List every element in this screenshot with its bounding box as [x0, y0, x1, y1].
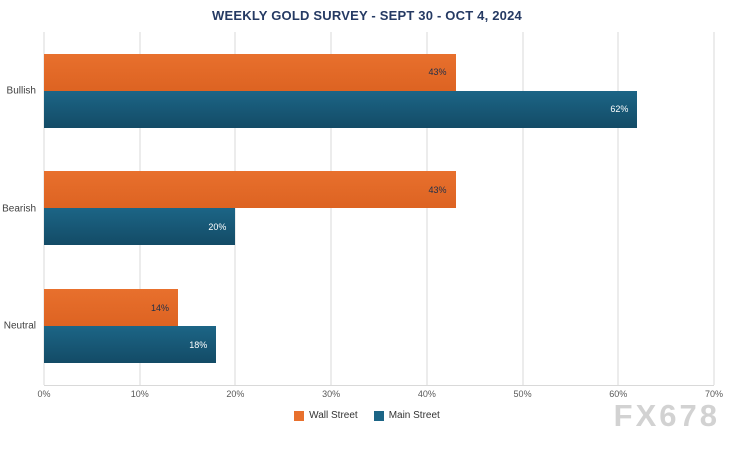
- bar-wall-street: 43%: [44, 171, 456, 209]
- bar-value-label: 62%: [610, 104, 629, 115]
- watermark: FX678: [613, 398, 720, 433]
- legend-label: Main Street: [388, 410, 440, 421]
- x-tick-label: 50%: [513, 389, 532, 399]
- bar-main-street: 20%: [44, 208, 236, 246]
- gridline: [234, 32, 236, 385]
- x-tick-label: 0%: [37, 389, 51, 399]
- x-tick-label: 40%: [417, 389, 436, 399]
- x-tick-label: 60%: [609, 389, 628, 399]
- value-axis: 0% 10% 20% 30% 40% 50% 60% 70%: [37, 389, 723, 403]
- legend: Wall Street Main Street: [0, 410, 734, 421]
- plot-area: 43% 62% 43% 20% 14% 18%: [43, 32, 715, 386]
- x-tick-label: 70%: [704, 389, 724, 399]
- legend-item: Wall Street: [294, 410, 358, 421]
- bar-value-label: 43%: [428, 184, 447, 195]
- bar-groups: 43% 62% 43% 20% 14% 18%: [44, 32, 714, 385]
- gridline: [713, 32, 715, 385]
- x-tick-label: 20%: [226, 389, 245, 399]
- category-label: Bearish: [2, 203, 36, 214]
- gridline: [426, 32, 428, 385]
- bar-main-street: 62%: [44, 90, 638, 128]
- x-tick-label: 10%: [130, 389, 149, 399]
- chart-title: WEEKLY GOLD SURVEY - SEPT 30 - OCT 4, 20…: [212, 8, 522, 23]
- category-label: Bullish: [6, 85, 36, 97]
- bar-value-label: 14%: [150, 302, 169, 313]
- legend-swatch: [373, 410, 384, 421]
- legend-swatch: [294, 410, 305, 421]
- bar-group: 43% 62%: [44, 32, 714, 150]
- bar-group: 43% 20%: [44, 150, 714, 268]
- gridline: [617, 32, 619, 385]
- bar-value-label: 18%: [189, 339, 208, 350]
- category-label: Neutral: [3, 320, 36, 332]
- legend-label: Wall Street: [309, 410, 358, 421]
- gridline: [330, 32, 332, 385]
- bar-value-label: 43%: [428, 67, 447, 78]
- gridline: [522, 32, 524, 385]
- category-axis: Bullish Bearish Neutral: [0, 32, 40, 385]
- bar-group: 14% 18%: [44, 267, 714, 385]
- bar-wall-street: 14%: [44, 289, 178, 327]
- bar-value-label: 20%: [208, 221, 227, 232]
- legend-item: Main Street: [373, 410, 440, 421]
- bar-main-street: 18%: [44, 326, 217, 364]
- x-tick-label: 30%: [322, 389, 341, 399]
- bar-wall-street: 43%: [44, 53, 456, 91]
